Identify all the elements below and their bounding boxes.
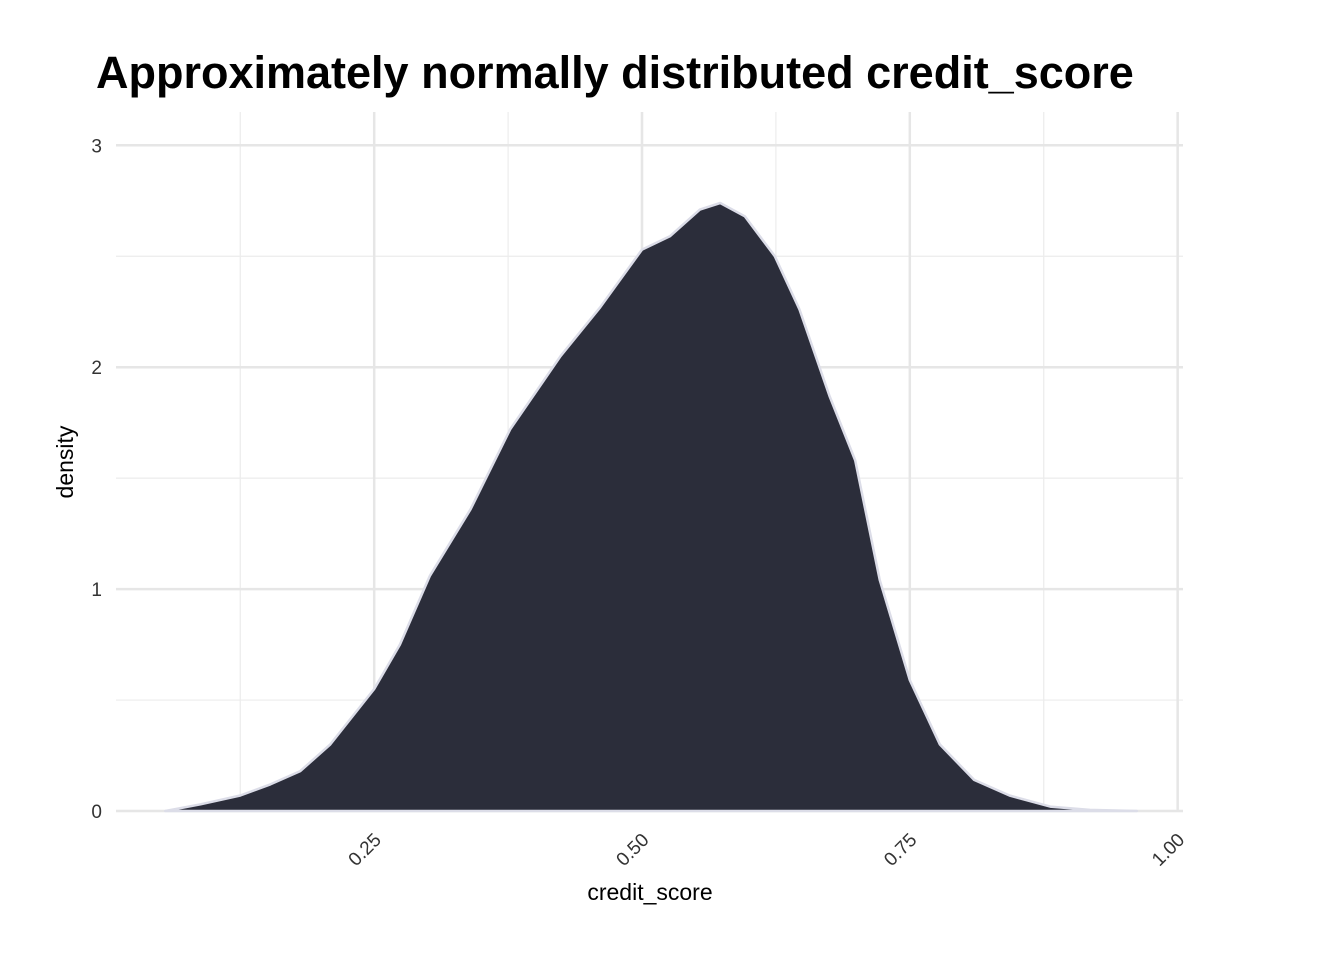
- y-tick-label: 1: [91, 580, 102, 601]
- y-tick-label: 2: [91, 358, 102, 379]
- density-area: [164, 201, 1139, 813]
- chart-title: Approximately normally distributed credi…: [96, 47, 1134, 98]
- y-tick-label: 0: [91, 802, 102, 823]
- x-tick-label: 0.50: [613, 830, 654, 871]
- x-tick-label: 0.25: [345, 830, 386, 871]
- y-tick-label: 3: [91, 136, 102, 157]
- x-tick-label: 0.75: [880, 830, 921, 871]
- y-axis-title: density: [52, 425, 78, 498]
- x-tick-label: 1.00: [1148, 830, 1189, 871]
- x-axis-title: credit_score: [587, 879, 712, 905]
